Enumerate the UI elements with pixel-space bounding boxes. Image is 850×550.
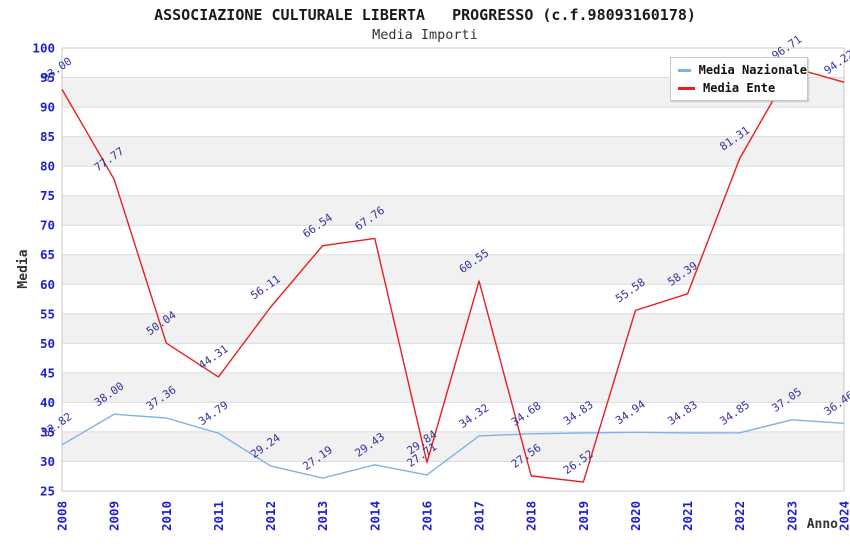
- plot-band: [62, 284, 844, 314]
- plot-border: [61, 47, 845, 492]
- x-tick-label: 2012: [263, 501, 278, 531]
- y-tick-label: 55: [40, 306, 55, 321]
- plot-band: [62, 402, 844, 432]
- x-tick-label: 2022: [732, 501, 747, 531]
- y-tick-label: 65: [40, 247, 55, 262]
- y-tick-label: 100: [32, 41, 55, 56]
- x-tick-label: 2019: [576, 501, 591, 531]
- plot-band: [62, 166, 844, 196]
- x-tick-label: 2020: [628, 501, 643, 531]
- series-line-media-nazionale: [61, 413, 845, 479]
- y-tick-label: 80: [40, 159, 55, 174]
- plot-band: [62, 107, 844, 137]
- x-tick-label: 2008: [55, 501, 70, 531]
- y-axis-title: Media: [16, 249, 31, 288]
- x-tick-label: 2021: [680, 501, 695, 531]
- legend-item-media-ente: Media Ente: [678, 81, 807, 95]
- y-tick-label: 30: [40, 454, 55, 469]
- x-tick-label: 2010: [159, 501, 174, 531]
- x-tick-label: 2014: [367, 501, 382, 531]
- plot-band: [62, 254, 844, 285]
- legend-swatch-media-nazionale: [678, 68, 691, 72]
- y-tick-label: 60: [40, 277, 55, 292]
- y-tick-label: 90: [40, 100, 55, 115]
- x-tick-label: 2013: [315, 501, 330, 531]
- y-tick-label: 50: [40, 336, 55, 351]
- plot-band: [62, 225, 844, 255]
- x-tick-label: 2009: [107, 501, 122, 531]
- x-tick-label: 2024: [837, 501, 850, 531]
- y-tick-label: 70: [40, 218, 55, 233]
- x-tick-label: 2017: [472, 501, 487, 531]
- y-tick-label: 75: [40, 188, 55, 203]
- plot-band: [62, 372, 844, 403]
- x-axis-title: Anno: [807, 517, 838, 532]
- y-tick-label: 40: [40, 395, 55, 410]
- plot-band: [62, 461, 844, 491]
- x-tick-label: 2011: [211, 501, 226, 531]
- x-tick-label: 2018: [524, 501, 539, 531]
- legend: Media Nazionale Media Ente: [670, 57, 808, 101]
- legend-item-media-nazionale: Media Nazionale: [678, 63, 807, 77]
- legend-label: Media Ente: [703, 81, 776, 95]
- plot-band: [62, 431, 844, 462]
- chart-subtitle: Media Importi: [372, 27, 478, 43]
- x-tick-label: 2023: [784, 501, 799, 531]
- plot-band: [62, 343, 844, 373]
- plot-band: [62, 136, 844, 167]
- x-tick-label: 2016: [419, 501, 434, 531]
- y-tick-label: 45: [40, 365, 55, 380]
- y-tick-label: 85: [40, 129, 55, 144]
- y-tick-label: 35: [40, 424, 55, 439]
- plot-band: [62, 195, 844, 226]
- y-tick-label: 25: [40, 484, 55, 499]
- y-tick-label: 95: [40, 70, 55, 85]
- legend-swatch-media-ente: [678, 86, 695, 90]
- legend-label: Media Nazionale: [698, 63, 807, 77]
- series-line-media-ente: [61, 66, 845, 483]
- chart-title: ASSOCIAZIONE CULTURALE LIBERTA PROGRESSO…: [154, 6, 696, 24]
- plot-band: [62, 313, 844, 344]
